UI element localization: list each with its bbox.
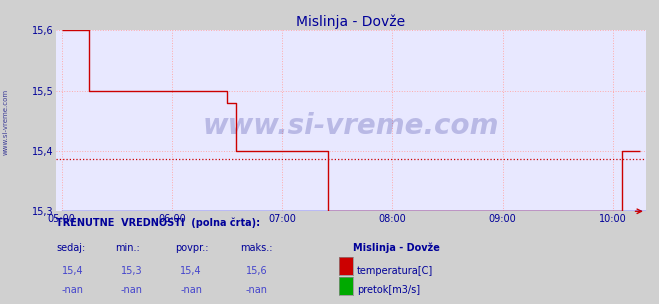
Text: povpr.:: povpr.: [175, 243, 208, 253]
Text: www.si-vreme.com: www.si-vreme.com [2, 88, 9, 155]
Text: temperatura[C]: temperatura[C] [357, 266, 434, 276]
Text: sedaj:: sedaj: [56, 243, 85, 253]
Text: -nan: -nan [246, 285, 268, 295]
Text: www.si-vreme.com: www.si-vreme.com [203, 112, 499, 140]
Title: Mislinja - Dovže: Mislinja - Dovže [297, 15, 405, 29]
Text: 15,4: 15,4 [181, 266, 202, 276]
Text: maks.:: maks.: [241, 243, 273, 253]
Text: pretok[m3/s]: pretok[m3/s] [357, 285, 420, 295]
Text: 15,6: 15,6 [246, 266, 268, 276]
Text: -nan: -nan [121, 285, 143, 295]
Text: -nan: -nan [61, 285, 84, 295]
Text: 15,4: 15,4 [62, 266, 83, 276]
Text: 15,3: 15,3 [121, 266, 142, 276]
Text: TRENUTNE  VREDNOSTI  (polna črta):: TRENUTNE VREDNOSTI (polna črta): [56, 218, 260, 229]
Text: min.:: min.: [115, 243, 140, 253]
Text: -nan: -nan [180, 285, 202, 295]
Text: Mislinja - Dovže: Mislinja - Dovže [353, 242, 440, 253]
